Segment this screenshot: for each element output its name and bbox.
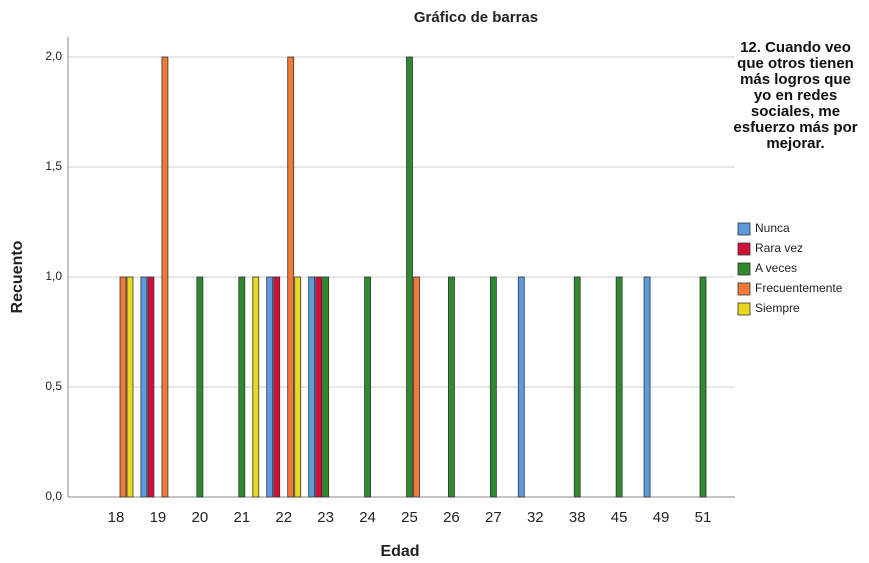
bar xyxy=(294,276,302,498)
bar xyxy=(413,276,420,498)
legend-label: Nunca xyxy=(755,221,790,235)
x-tick-label: 49 xyxy=(653,509,670,526)
bar xyxy=(161,56,169,498)
y-tick-label: 1,0 xyxy=(45,269,62,283)
bar xyxy=(126,276,134,498)
bar xyxy=(273,276,281,498)
bar xyxy=(322,276,330,498)
x-tick-label: 45 xyxy=(611,509,628,526)
legend-swatch xyxy=(737,262,751,276)
legend-label: A veces xyxy=(755,261,797,275)
bar xyxy=(119,276,127,498)
y-tick-label: 0,5 xyxy=(45,379,62,393)
bar xyxy=(364,276,371,498)
y-tick-label: 0,0 xyxy=(45,489,62,503)
legend-title: 12. Cuando veo que otros tienen más logr… xyxy=(733,39,858,152)
bar xyxy=(238,276,246,498)
bar xyxy=(643,276,651,498)
x-tick-label: 25 xyxy=(401,509,418,526)
bar xyxy=(315,276,323,498)
bar xyxy=(147,276,155,498)
legend-swatch xyxy=(737,242,751,256)
bar xyxy=(489,276,497,498)
y-axis-title: Recuento xyxy=(9,240,26,313)
x-tick-label: 22 xyxy=(275,509,292,526)
bar xyxy=(140,276,148,498)
x-tick-label: 24 xyxy=(359,509,376,526)
x-tick-label: 26 xyxy=(443,509,460,526)
legend-label: Rara vez xyxy=(755,241,803,255)
bar xyxy=(448,276,455,498)
x-tick-label: 32 xyxy=(527,509,544,526)
bar xyxy=(699,276,707,498)
bar xyxy=(252,276,260,498)
legend-label: Frecuentemente xyxy=(755,281,843,295)
x-tick-label: 27 xyxy=(485,509,502,526)
bar xyxy=(287,56,295,498)
bar xyxy=(517,276,525,498)
bar xyxy=(573,276,581,498)
x-tick-label: 19 xyxy=(150,509,167,526)
legend-label: Siempre xyxy=(755,301,800,315)
x-tick-label: 23 xyxy=(317,509,334,526)
y-tick-label: 2,0 xyxy=(45,49,62,63)
legend-swatch xyxy=(737,222,751,236)
legend-swatch xyxy=(737,302,751,316)
x-tick-label: 18 xyxy=(108,509,125,526)
bar xyxy=(196,276,204,498)
x-tick-label: 38 xyxy=(569,509,586,526)
legend-swatch xyxy=(737,282,751,296)
x-tick-label: 20 xyxy=(192,509,209,526)
x-tick-label: 21 xyxy=(233,509,250,526)
chart-title: Gráfico de barras xyxy=(414,9,538,26)
bar xyxy=(266,276,274,498)
bar xyxy=(406,56,413,498)
x-axis-title: Edad xyxy=(380,543,419,560)
bar xyxy=(308,276,316,498)
x-tick-label: 51 xyxy=(695,509,712,526)
bar xyxy=(615,276,623,498)
y-tick-label: 1,5 xyxy=(45,159,62,173)
